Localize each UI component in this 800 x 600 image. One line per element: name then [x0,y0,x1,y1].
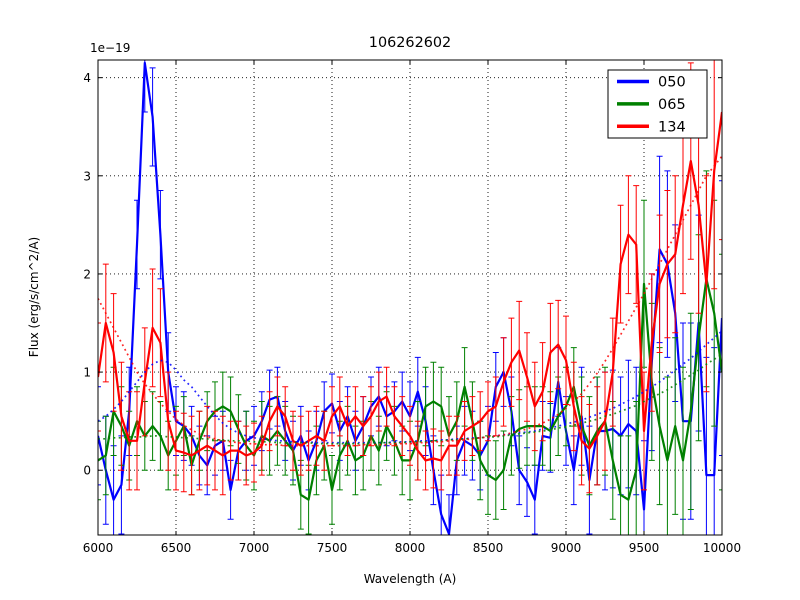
legend-label-050: 050 [658,75,686,91]
x-tick-label: 9000 [551,541,582,555]
y-tick-label: 0 [83,464,91,478]
x-tick-label: 7500 [317,541,348,555]
legend-label-065: 065 [658,97,686,113]
y-axis-offset-label: 1e−19 [90,41,130,55]
x-tick-label: 8000 [395,541,426,555]
x-tick-label: 7000 [239,541,270,555]
y-tick-label: 3 [83,169,91,183]
y-axis-label: Flux (erg/s/cm^2/A) [27,237,41,357]
x-tick-label: 10000 [703,541,741,555]
x-tick-label: 6000 [83,541,114,555]
grid [98,60,722,535]
axis-ticks [97,60,723,535]
series-line-134 [98,111,722,462]
y-tick-label: 1 [83,366,91,380]
x-axis-label: Wavelength (A) [364,572,457,586]
x-tick-label: 6500 [161,541,192,555]
legend-label-134: 134 [658,119,686,135]
y-tick-label: 4 [83,71,91,85]
y-tick-label: 2 [83,267,91,281]
x-tick-label: 9500 [629,541,660,555]
plot-title: 106262602 [369,35,451,51]
x-tick-label: 8500 [473,541,504,555]
plot-data [98,60,722,535]
legend: 050 065 134 [607,69,708,139]
tick-labels: 6000 6500 7000 7500 8000 8500 9000 9500 10000 0 1 2… [83,71,741,555]
model-line-065 [98,353,722,445]
